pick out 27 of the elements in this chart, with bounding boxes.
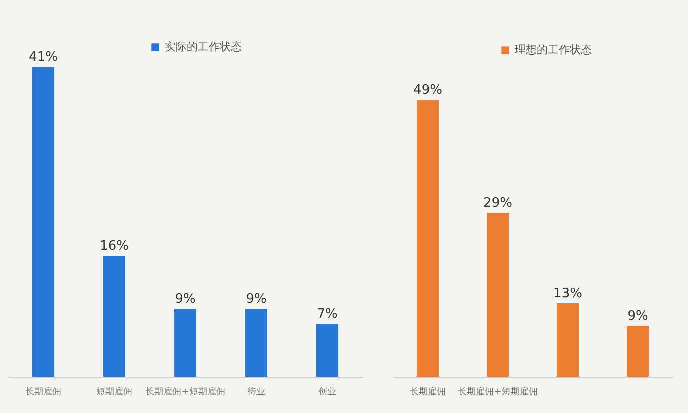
bar — [246, 308, 268, 377]
bar — [32, 66, 54, 377]
data-label: 29% — [484, 196, 512, 212]
bar — [174, 308, 196, 377]
data-label: 7% — [317, 307, 338, 322]
data-label: 16% — [100, 239, 129, 254]
data-label: 9% — [175, 292, 196, 307]
bar — [316, 324, 338, 377]
bar — [557, 304, 579, 377]
legend-label: 实际的工作状态 — [165, 40, 242, 54]
x-tick-label: 长期雇佣+短期雇佣 — [146, 386, 226, 398]
data-label: 41% — [29, 50, 58, 65]
data-label: 49% — [414, 83, 442, 98]
data-label: 13% — [554, 286, 582, 302]
x-tick-label: 长期雇佣 — [26, 386, 62, 398]
legend-label: 理想的工作状态 — [515, 44, 592, 56]
x-tick-label: 长期雇佣+短期雇佣 — [458, 386, 538, 398]
x-tick-label: 创业 — [318, 386, 336, 398]
bar — [627, 326, 649, 377]
x-tick-label: 短期雇佣 — [96, 386, 132, 398]
data-label: 9% — [628, 309, 648, 324]
bar — [104, 256, 126, 377]
x-tick-label: 待业 — [248, 386, 266, 398]
bar — [487, 213, 509, 377]
x-tick-label: 长期雇佣 — [410, 386, 446, 398]
data-label: 9% — [246, 292, 267, 307]
bar — [417, 100, 439, 377]
